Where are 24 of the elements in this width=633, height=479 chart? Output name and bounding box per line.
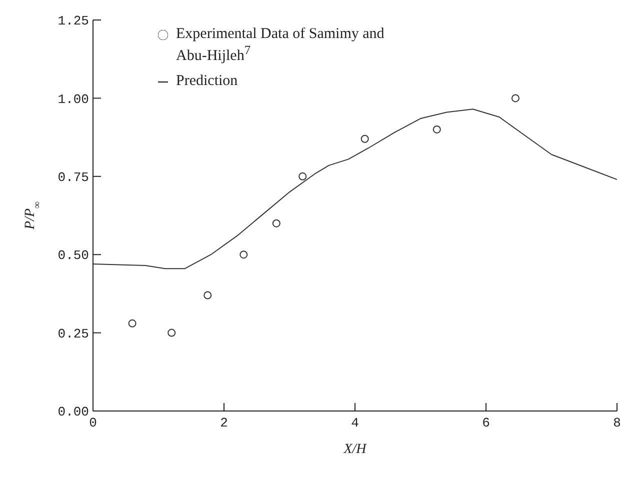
x-tick-label: 4 (351, 416, 360, 431)
point (240, 250, 248, 259)
legend-label: Prediction (176, 73, 238, 90)
point (298, 172, 307, 180)
legend-label: Experimental Data of Samimy and Abu-Hijleh$^{7}$ (176, 26, 386, 65)
point (272, 219, 280, 228)
point (360, 134, 369, 143)
point (204, 291, 212, 300)
y-tick-label: 0.50 (58, 248, 89, 264)
y-tick-label: 1.00 (58, 92, 89, 107)
line-series (93, 108, 617, 270)
y-tick-label: 1.25 (58, 14, 89, 29)
point (168, 328, 176, 337)
point (128, 319, 136, 328)
point (511, 94, 520, 102)
x-tick-label: 6 (482, 416, 490, 431)
point (432, 125, 441, 134)
y-tick-label: 0.00 (58, 404, 89, 420)
y-tick-label: 0.25 (58, 326, 89, 342)
x-axis-title: X/H (342, 442, 368, 457)
y-tick-label: 0.75 (58, 170, 89, 186)
x-tick-label: 0 (89, 416, 97, 431)
x-tick-label: 8 (613, 416, 621, 431)
x-tick-label: 2 (220, 416, 228, 431)
